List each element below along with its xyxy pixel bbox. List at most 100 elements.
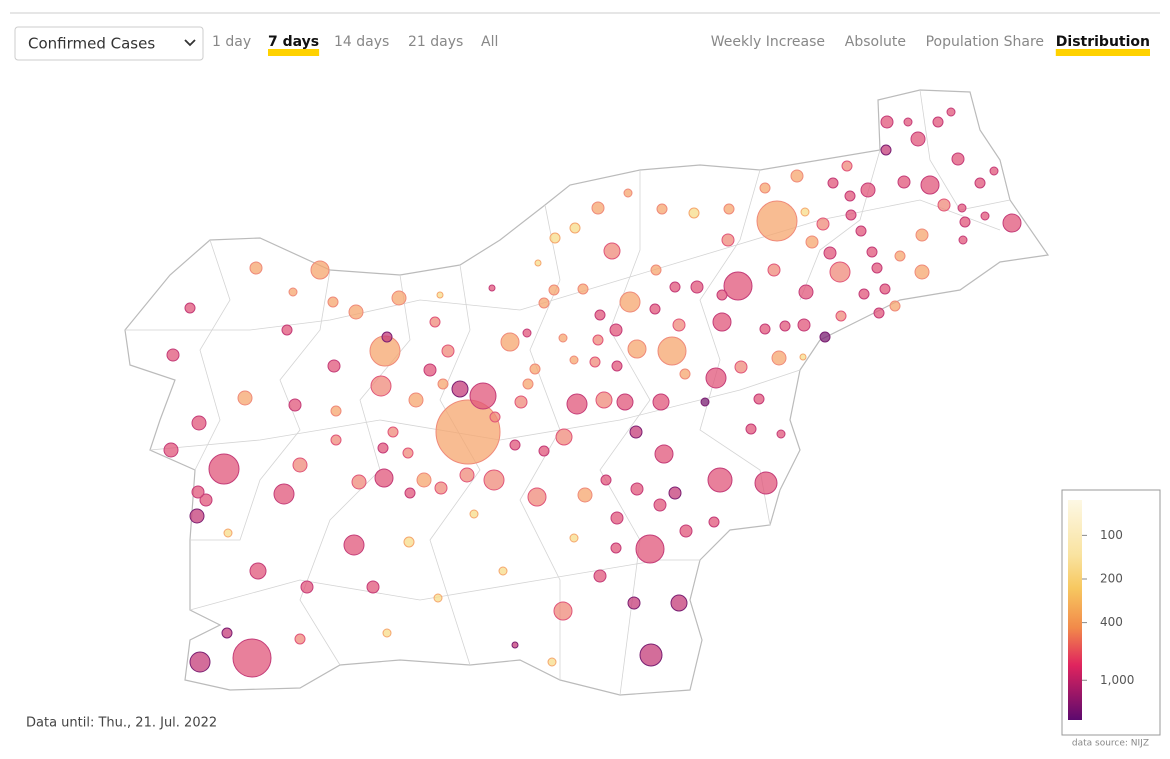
view-underline [1055,49,1150,56]
bubble [816,217,830,231]
bubble [937,198,951,212]
bubble [712,312,732,332]
period-button[interactable]: 14 days [334,34,389,50]
bubble [366,580,380,594]
dropdown-label[interactable]: Confirmed Cases [28,35,155,53]
view-button[interactable]: Absolute [845,34,906,50]
bubble [433,593,443,603]
colorbar [1068,500,1082,720]
bubble [889,300,901,312]
bubble [679,368,691,380]
bubble [690,280,704,294]
bubble [208,453,240,485]
bubble [281,324,293,336]
bubble [650,264,662,276]
period-button[interactable]: 21 days [408,34,463,50]
bubble [391,290,407,306]
bubble [569,533,579,543]
bubble [609,323,623,337]
bubble [946,107,956,117]
bubble [538,297,550,309]
bubble [163,442,179,458]
bubble [957,203,967,213]
bubble [553,601,573,621]
bubble [292,457,308,473]
dropdown-box[interactable] [14,26,204,61]
bubble [914,264,930,280]
bubble [1002,213,1022,233]
bubble [189,651,211,673]
bubble [569,355,579,365]
bubble [920,175,940,195]
bubble [656,203,668,215]
bubble [527,487,547,507]
bubble [589,356,601,368]
bubble [723,203,735,215]
bubble [707,467,733,493]
bubble [759,323,771,335]
bubble [288,287,298,297]
bubble [488,284,496,292]
bubble [629,425,643,439]
bubble [522,378,534,390]
bubble [823,246,837,260]
bubble [829,261,851,283]
legend-tick-label: 200 [1100,571,1123,585]
bubble [402,447,414,459]
bubble [835,310,847,322]
bubble [932,116,944,128]
bubble [654,444,674,464]
bubble [797,318,811,332]
bubble [469,382,497,410]
bubble [723,271,753,301]
view-button[interactable]: Distribution [1056,34,1150,50]
bubble [294,633,306,645]
bubble [416,472,432,488]
bubble [779,320,791,332]
bubble [910,131,926,147]
bubble [459,467,475,483]
period-button[interactable]: 1 day [212,34,251,50]
dropdown[interactable]: Confirmed Cases [14,26,204,61]
bubble [595,391,613,409]
bubble [436,291,444,299]
bubble [351,474,367,490]
bubble [756,200,798,242]
bubble [249,261,263,275]
bubble [403,536,415,548]
bubble [776,429,786,439]
bubble [897,175,911,189]
bubble [866,246,878,258]
bubble [538,445,550,457]
bubble [191,485,205,499]
bubble [437,378,449,390]
period-button[interactable]: 7 days [268,34,319,50]
bubble [700,397,710,407]
bubble [500,332,520,352]
bubble [423,363,437,377]
bubble [611,360,623,372]
dropdown-chevron [184,39,196,47]
bubble [381,331,393,343]
bubble [754,471,778,495]
bubble [489,411,501,423]
bubble [232,638,272,678]
bubble [759,182,771,194]
bubble [330,405,342,417]
bubble [592,334,604,346]
bubble [273,483,295,505]
bubble [593,569,607,583]
view-button[interactable]: Weekly Increase [711,34,825,50]
bubble [310,260,330,280]
bubble [827,177,839,189]
bubble [577,283,589,295]
bubble [844,190,856,202]
bubble [903,117,913,127]
date-note: Data until: Thu., 21. Jul. 2022 [26,716,217,731]
bubble [610,542,622,554]
bubble [330,434,342,446]
period-button[interactable]: All [481,34,498,50]
view-button[interactable]: Population Share [926,34,1044,50]
bubble [451,380,469,398]
